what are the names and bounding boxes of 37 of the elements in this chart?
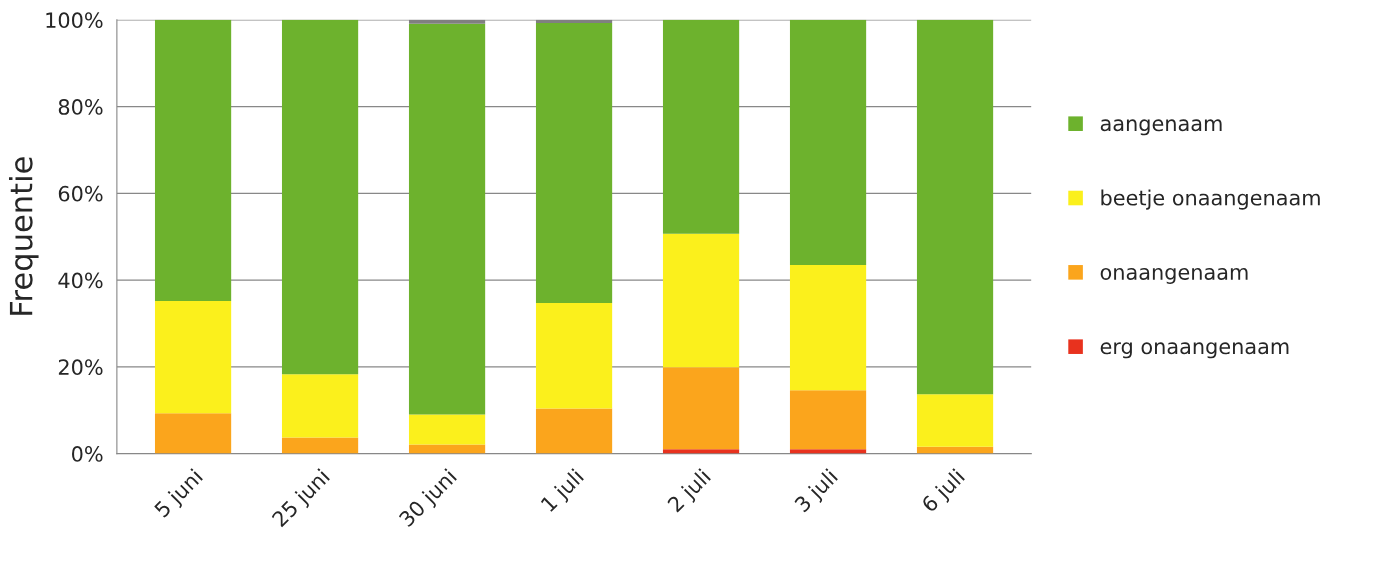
y-tick-label: 0%	[72, 446, 103, 462]
bar	[154, 300, 232, 414]
bar	[662, 367, 740, 450]
bar	[154, 413, 232, 454]
y-tick-label: 20%	[58, 359, 103, 376]
y-tick-label: 100%	[46, 12, 103, 29]
bar	[789, 449, 867, 454]
bar	[916, 19, 994, 395]
y-tick-label: 80%	[58, 99, 103, 115]
bar	[789, 264, 867, 391]
legend-label: beetje onaangenaam	[1101, 189, 1320, 210]
legend-label: aangenaam	[1100, 119, 1222, 136]
y-tick-label: 40%	[58, 272, 103, 289]
bar	[662, 19, 740, 234]
x-tick-label: 1 juli	[540, 468, 587, 516]
legend-label: onaangenaam	[1100, 267, 1248, 284]
bar	[408, 444, 486, 454]
bar	[535, 22, 613, 304]
y-tick-label: 60%	[58, 185, 103, 202]
x-tick-label: 3 juli	[793, 468, 841, 516]
y-axis-title: Frequentie	[8, 157, 39, 315]
bar	[408, 414, 486, 445]
bar	[789, 19, 867, 265]
bar	[662, 233, 740, 368]
bar	[535, 303, 613, 409]
bar	[281, 19, 359, 375]
bar	[662, 449, 740, 454]
x-tick-label: 2 juli	[666, 468, 714, 516]
legend-label: erg onaangenaam	[1100, 342, 1289, 359]
bar	[154, 19, 232, 301]
bar	[535, 408, 613, 454]
bar	[281, 374, 359, 438]
bar	[916, 394, 994, 447]
x-tick-label: 6 juli	[920, 468, 968, 516]
bar	[789, 390, 867, 450]
bar	[408, 23, 486, 415]
bar	[281, 437, 359, 454]
